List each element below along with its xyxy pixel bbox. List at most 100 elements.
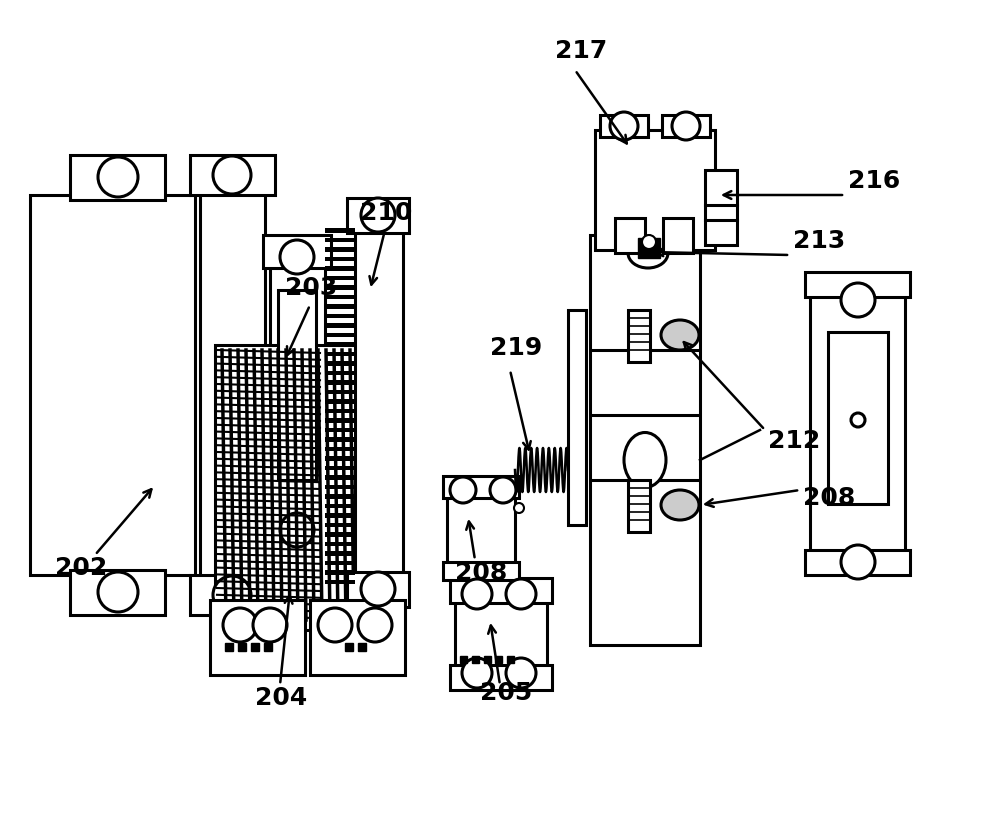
Bar	[358, 643, 366, 651]
Bar	[263, 235, 331, 268]
Text: 203: 203	[285, 276, 337, 300]
Bar	[325, 332, 355, 337]
Text: 202: 202	[55, 556, 107, 580]
Bar	[325, 513, 355, 517]
Bar	[325, 237, 355, 242]
Bar	[263, 510, 331, 543]
Bar	[325, 266, 355, 271]
Bar	[270, 260, 325, 520]
Bar	[325, 418, 355, 422]
Bar	[200, 185, 265, 585]
Bar	[251, 643, 259, 651]
Bar	[663, 218, 693, 253]
Bar	[628, 480, 650, 532]
Bar	[450, 578, 552, 603]
Bar	[325, 390, 355, 394]
Bar	[325, 503, 355, 508]
Bar	[495, 656, 502, 663]
Bar	[460, 656, 467, 663]
Text: 208: 208	[803, 486, 855, 510]
Bar	[325, 408, 355, 413]
Circle shape	[98, 572, 138, 612]
Bar	[215, 345, 390, 630]
Circle shape	[490, 477, 516, 503]
Bar	[310, 600, 405, 675]
Bar	[325, 570, 355, 575]
Bar	[662, 115, 710, 137]
Bar	[190, 575, 275, 615]
Circle shape	[361, 198, 395, 232]
Bar	[450, 665, 552, 690]
Circle shape	[280, 513, 314, 547]
Bar	[325, 323, 355, 327]
Bar	[347, 572, 409, 607]
Circle shape	[514, 503, 524, 513]
Bar	[355, 220, 403, 590]
Bar	[615, 218, 645, 253]
Bar	[238, 643, 246, 651]
Bar	[325, 257, 355, 261]
Circle shape	[506, 579, 536, 609]
Bar	[443, 562, 519, 580]
Bar	[455, 590, 547, 675]
Bar	[325, 446, 355, 451]
Bar	[447, 490, 515, 568]
Bar	[325, 427, 355, 432]
Bar	[70, 155, 165, 200]
Text: 216: 216	[848, 169, 900, 193]
Circle shape	[506, 658, 536, 688]
Text: 219: 219	[490, 336, 542, 360]
Bar	[325, 276, 355, 280]
Text: 205: 205	[480, 681, 532, 705]
Bar	[225, 643, 233, 651]
Circle shape	[610, 112, 638, 140]
Circle shape	[223, 608, 257, 642]
Bar	[705, 170, 737, 245]
Circle shape	[462, 579, 492, 609]
Bar	[590, 235, 700, 645]
Circle shape	[280, 240, 314, 274]
Bar	[325, 580, 355, 584]
Circle shape	[851, 413, 865, 427]
Ellipse shape	[661, 320, 699, 350]
Bar	[30, 195, 195, 575]
Ellipse shape	[624, 432, 666, 487]
Circle shape	[253, 608, 287, 642]
Bar	[325, 532, 355, 536]
Bar	[70, 570, 165, 615]
Bar	[810, 285, 905, 560]
Text: 212: 212	[768, 429, 820, 453]
Text: 210: 210	[360, 201, 412, 225]
Circle shape	[841, 545, 875, 579]
Bar	[828, 332, 888, 504]
Bar	[325, 247, 355, 252]
Bar	[325, 380, 355, 385]
Bar	[325, 437, 355, 441]
Bar	[325, 228, 355, 232]
Circle shape	[672, 112, 700, 140]
Bar	[278, 290, 316, 480]
Bar	[325, 485, 355, 489]
Bar	[325, 313, 355, 318]
Bar	[638, 238, 660, 258]
Circle shape	[358, 608, 392, 642]
Bar	[325, 541, 355, 546]
Bar	[325, 361, 355, 366]
Bar	[325, 551, 355, 556]
Bar	[325, 561, 355, 565]
Bar	[325, 352, 355, 356]
Circle shape	[450, 477, 476, 503]
Bar	[264, 643, 272, 651]
Bar	[568, 310, 586, 525]
Bar	[325, 399, 355, 403]
Text: 204: 204	[255, 686, 307, 710]
Bar	[600, 115, 648, 137]
Bar	[325, 494, 355, 498]
Circle shape	[841, 283, 875, 317]
Circle shape	[642, 235, 656, 249]
Bar	[325, 466, 355, 470]
Bar	[325, 285, 355, 290]
Bar	[210, 600, 305, 675]
Bar	[325, 342, 355, 347]
Bar	[443, 476, 519, 498]
